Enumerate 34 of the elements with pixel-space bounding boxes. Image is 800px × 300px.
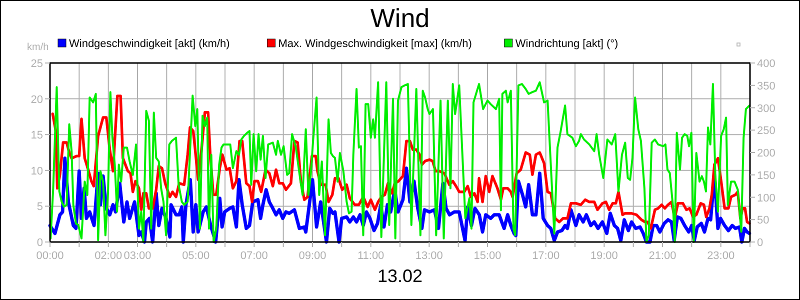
y2-tick-label: 350	[757, 80, 776, 92]
y2-tick-label: 100	[757, 192, 776, 204]
x-tick-label: 13:00	[415, 250, 443, 262]
x-axis-title: 13.02	[377, 266, 423, 286]
x-tick-label: 07:00	[240, 250, 268, 262]
y2-tick-label: 150	[757, 170, 776, 182]
y2-tick-label: 0	[757, 237, 764, 249]
y-tick-label: 10	[30, 165, 43, 178]
x-tick-label: 19:00	[590, 250, 618, 262]
x-tick-label: 11:00	[357, 250, 384, 262]
x-tick-label: 15:00	[474, 250, 502, 262]
y-tick-label: 0	[36, 237, 43, 249]
x-tick-label: 09:00	[298, 250, 326, 262]
y2-tick-label: 400	[757, 58, 776, 70]
chart-title: Wind	[370, 3, 430, 33]
x-tick-label: 21:00	[648, 250, 676, 262]
y2-tick-label: 200	[757, 148, 776, 160]
y2-tick-label: 50	[757, 214, 770, 227]
x-tick-label: 03:00	[124, 250, 152, 262]
y2-tick-label: 300	[757, 102, 776, 115]
x-tick-label: 05:00	[182, 250, 210, 262]
legend-label: Windgeschwindigkeit [akt] (km/h)	[69, 38, 230, 50]
x-tick-label: 02:00	[94, 250, 122, 262]
y-tick-label: 20	[30, 94, 43, 106]
x-tick-label: 17:00	[532, 250, 560, 262]
y-tick-label: 5	[36, 201, 43, 214]
y-tick-label: 25	[30, 58, 43, 70]
legend-label: Windrichtung [akt] (°)	[515, 38, 618, 50]
y-tick-label: 15	[30, 130, 43, 142]
x-tick-label: 00:00	[36, 250, 64, 262]
y2-tick-label: 250	[757, 125, 776, 138]
x-tick-label: 23:00	[707, 250, 735, 262]
legend-label: Max. Windgeschwindigkeit [max] (km/h)	[278, 38, 472, 50]
y-axis-title: km/h	[27, 42, 49, 53]
